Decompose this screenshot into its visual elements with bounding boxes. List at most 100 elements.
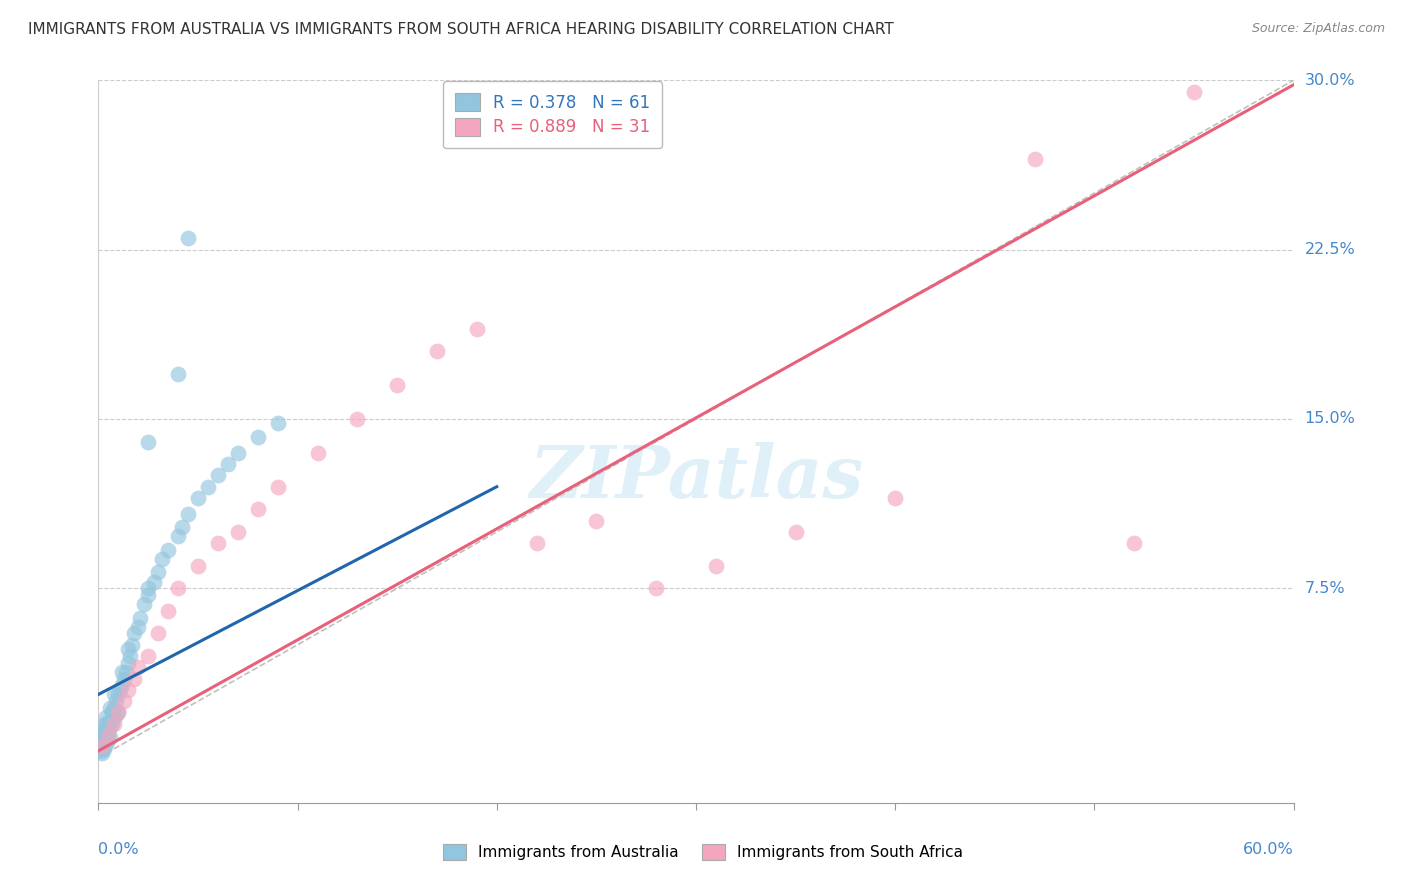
Point (90, 744, 112, 758)
Point (98, 719, 122, 733)
Point (111, 678, 134, 692)
Point (136, 582, 159, 596)
Point (98, 701, 122, 715)
Text: 7.5%: 7.5% (1305, 581, 1346, 596)
Point (112, 694, 135, 708)
Point (111, 665, 134, 679)
Text: 60.0%: 60.0% (1243, 842, 1294, 856)
Point (103, 701, 125, 715)
Point (98, 731, 122, 745)
Point (217, 457, 239, 471)
Point (121, 638, 143, 652)
Point (96, 737, 118, 751)
Point (157, 542, 180, 557)
Point (267, 480, 290, 494)
Point (127, 660, 149, 674)
Point (97, 723, 120, 738)
Point (90, 739, 112, 754)
Point (346, 412, 368, 426)
Point (124, 672, 146, 686)
Point (526, 536, 548, 550)
Point (98, 714, 121, 729)
Point (465, 321, 488, 335)
Point (143, 574, 166, 589)
Point (187, 491, 209, 505)
Point (148, 566, 170, 580)
Point (197, 480, 219, 494)
Point (136, 434, 159, 449)
Point (307, 446, 329, 460)
Point (704, 558, 727, 573)
Point (167, 582, 190, 596)
Point (167, 367, 190, 381)
Point (167, 529, 190, 543)
Point (96, 710, 118, 724)
Point (101, 706, 124, 720)
Text: 0.0%: 0.0% (98, 842, 139, 856)
Point (148, 626, 170, 640)
Point (207, 536, 229, 550)
Legend: Immigrants from Australia, Immigrants from South Africa: Immigrants from Australia, Immigrants fr… (437, 838, 969, 866)
Point (172, 520, 194, 534)
Point (177, 231, 200, 245)
Point (91, 728, 114, 742)
Point (157, 604, 180, 618)
Point (267, 417, 290, 431)
Point (226, 524, 249, 539)
Point (136, 588, 159, 602)
Point (207, 468, 229, 483)
Point (103, 710, 125, 724)
Point (246, 502, 269, 516)
Point (136, 648, 159, 663)
Point (107, 706, 129, 720)
Point (91, 735, 114, 749)
Text: 22.5%: 22.5% (1305, 242, 1355, 257)
Point (112, 672, 135, 686)
Point (94, 716, 117, 731)
Point (93, 728, 115, 742)
Point (124, 626, 146, 640)
Point (187, 558, 209, 573)
Point (105, 707, 128, 722)
Point (107, 706, 129, 720)
Point (117, 656, 139, 670)
Text: ZIPatlas: ZIPatlas (529, 442, 863, 513)
Point (117, 682, 139, 697)
Point (134, 597, 156, 611)
Point (117, 642, 139, 657)
Point (120, 648, 142, 663)
Point (226, 446, 249, 460)
Point (107, 687, 129, 701)
Point (96, 728, 118, 742)
Point (96, 716, 118, 731)
Point (150, 552, 173, 566)
Point (101, 706, 124, 720)
Point (177, 507, 200, 521)
Point (103, 716, 125, 731)
Text: IMMIGRANTS FROM AUSTRALIA VS IMMIGRANTS FROM SOUTH AFRICA HEARING DISABILITY COR: IMMIGRANTS FROM AUSTRALIA VS IMMIGRANTS … (28, 22, 894, 37)
Point (127, 620, 149, 634)
Point (1024, 153, 1046, 167)
Point (91, 746, 114, 760)
Point (97, 732, 120, 747)
Point (385, 378, 409, 392)
Point (246, 430, 269, 444)
Point (93, 732, 115, 747)
Point (110, 682, 132, 697)
Point (101, 716, 124, 731)
Point (97, 728, 120, 742)
Point (97, 721, 120, 735)
Point (91, 739, 114, 754)
Point (645, 582, 668, 596)
Point (115, 665, 138, 679)
Point (785, 524, 807, 539)
Text: Source: ZipAtlas.com: Source: ZipAtlas.com (1251, 22, 1385, 36)
Text: 15.0%: 15.0% (1305, 411, 1355, 426)
Point (93, 723, 115, 738)
Point (93, 741, 115, 756)
Point (105, 694, 128, 708)
Text: 30.0%: 30.0% (1305, 73, 1355, 87)
Point (884, 491, 907, 505)
Point (1123, 536, 1146, 550)
Point (585, 514, 607, 528)
